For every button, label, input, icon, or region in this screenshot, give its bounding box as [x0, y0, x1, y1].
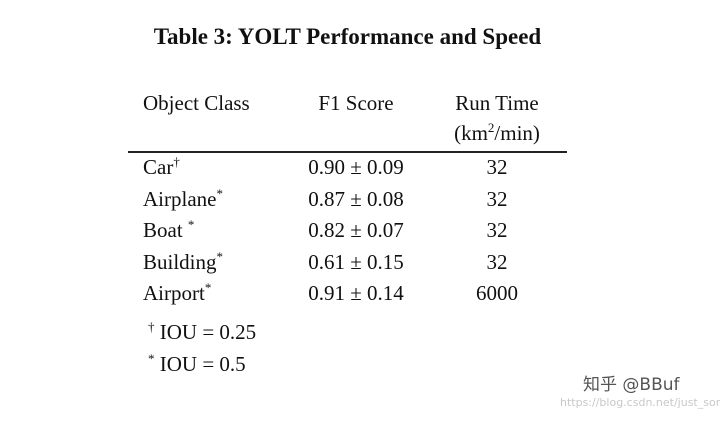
- f1-cell: 0.90 ± 0.09: [308, 155, 404, 179]
- footnote: † IOU = 0.25: [148, 320, 256, 344]
- footnote-mark: †: [173, 154, 180, 169]
- f1-cell: 0.61 ± 0.15: [308, 249, 404, 274]
- footnote-mark: †: [148, 319, 155, 334]
- header-cell: Run Time: [455, 91, 539, 115]
- class-name: Airplane: [143, 186, 217, 211]
- unit-exponent: 2: [487, 120, 495, 135]
- footnote-mark: *: [204, 280, 212, 295]
- watermark-url: https://blog.csdn.net/just_sort: [560, 396, 720, 409]
- class-cell: Car†: [143, 155, 180, 179]
- footnote-text: IOU = 0.25: [159, 320, 257, 344]
- table-rule: [128, 151, 567, 153]
- unit-text: (km: [454, 121, 488, 145]
- footnote-mark: *: [216, 248, 224, 264]
- runtime-cell: 6000: [476, 281, 518, 305]
- class-cell: Building*: [143, 250, 223, 274]
- table-title: Table 3: YOLT Performance and Speed: [153, 24, 542, 49]
- footnote-text: IOU = 0.5: [159, 352, 246, 376]
- runtime-cell: 32: [486, 186, 508, 211]
- header-cell: Object Class: [143, 91, 250, 115]
- class-cell: Airport*: [143, 281, 211, 305]
- footnote-mark: *: [187, 217, 195, 232]
- runtime-cell: 32: [486, 249, 508, 274]
- unit-text: /min): [494, 121, 540, 145]
- class-cell: Airplane*: [143, 187, 223, 211]
- f1-cell: 0.87 ± 0.08: [308, 186, 404, 211]
- class-name: Building: [143, 249, 217, 274]
- class-name: Airport: [143, 281, 205, 305]
- class-name: Boat: [143, 218, 188, 242]
- f1-cell: 0.91 ± 0.14: [308, 281, 404, 305]
- class-cell: Boat *: [143, 218, 194, 242]
- runtime-cell: 32: [486, 218, 508, 242]
- class-name: Car: [143, 155, 174, 179]
- watermark-brand: 知乎 @BBuf: [583, 375, 680, 395]
- runtime-cell: 32: [486, 155, 508, 179]
- header-unit: (km2/min): [454, 121, 540, 145]
- header-cell: F1 Score: [318, 91, 394, 115]
- footnote-mark: *: [148, 351, 155, 366]
- f1-cell: 0.82 ± 0.07: [308, 218, 404, 242]
- footnote: * IOU = 0.5: [148, 352, 246, 376]
- footnote-mark: *: [216, 185, 223, 201]
